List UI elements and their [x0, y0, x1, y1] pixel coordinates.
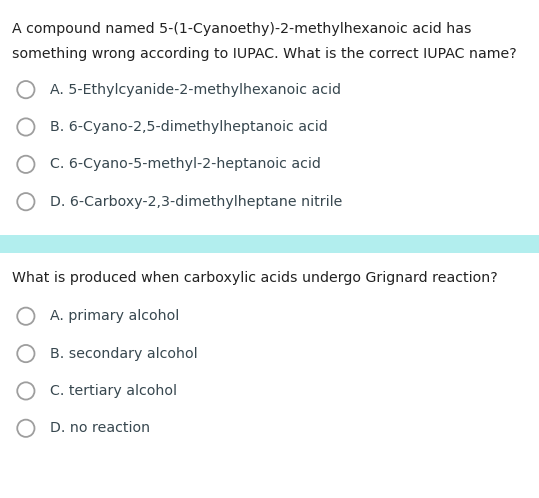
- Text: B. 6-Cyano-2,5-dimethylheptanoic acid: B. 6-Cyano-2,5-dimethylheptanoic acid: [50, 120, 327, 134]
- Text: C. tertiary alcohol: C. tertiary alcohol: [50, 384, 177, 398]
- Text: A. 5-Ethylcyanide-2-methylhexanoic acid: A. 5-Ethylcyanide-2-methylhexanoic acid: [50, 83, 341, 97]
- Text: something wrong according to IUPAC. What is the correct IUPAC name?: something wrong according to IUPAC. What…: [12, 47, 516, 61]
- Text: C. 6-Cyano-5-methyl-2-heptanoic acid: C. 6-Cyano-5-methyl-2-heptanoic acid: [50, 157, 321, 171]
- Text: D. 6-Carboxy-2,3-dimethylheptane nitrile: D. 6-Carboxy-2,3-dimethylheptane nitrile: [50, 195, 342, 209]
- Text: B. secondary alcohol: B. secondary alcohol: [50, 347, 197, 361]
- Text: A compound named 5-(1-Cyanoethy)-2-methylhexanoic acid has: A compound named 5-(1-Cyanoethy)-2-methy…: [12, 22, 472, 36]
- Text: What is produced when carboxylic acids undergo Grignard reaction?: What is produced when carboxylic acids u…: [12, 271, 497, 285]
- FancyBboxPatch shape: [0, 235, 539, 253]
- Text: A. primary alcohol: A. primary alcohol: [50, 309, 179, 323]
- Text: D. no reaction: D. no reaction: [50, 421, 150, 435]
